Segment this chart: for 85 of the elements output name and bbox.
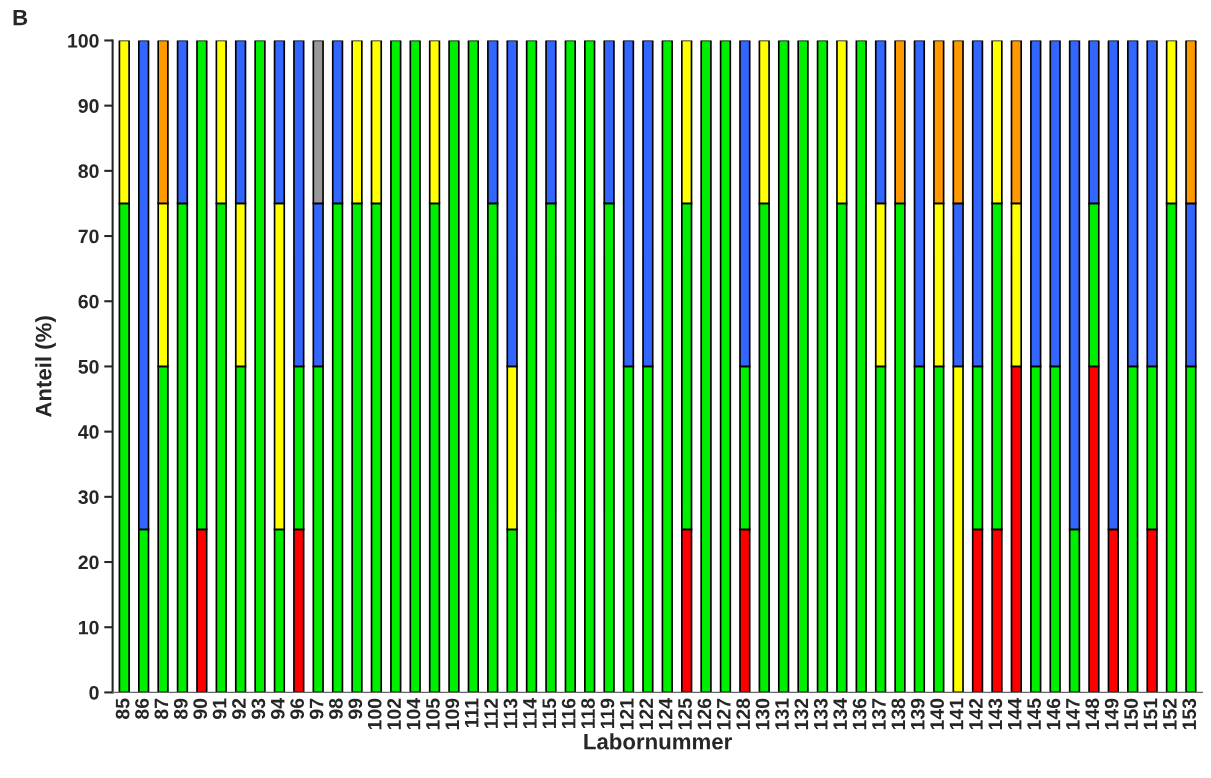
bar [816,40,829,693]
x-tick-label: 138 [891,698,906,730]
x-tick-label: 96 [290,698,305,719]
x-tick-label: 139 [910,698,925,730]
x-tick-label: 150 [1124,698,1138,730]
x-tick-label: 109 [445,698,460,730]
x-tick-label: 144 [1008,698,1022,730]
x-tick-label: 126 [697,698,712,730]
bar [467,40,480,693]
x-tick-label: 130 [755,698,770,730]
x-tick-label: 114 [523,698,537,729]
x-tick-label: 142 [969,698,983,730]
x-tick-label: 118 [581,698,595,729]
x-tick-label: 122 [639,698,653,730]
x-tick-label: 146 [1046,698,1061,730]
x-tick-label: 140 [930,698,944,730]
x-tick-label: 102 [387,698,401,730]
y-tick-label: 0 [89,685,99,700]
x-tick-label: 98 [329,698,343,719]
bar [254,40,266,693]
text: B [13,9,28,26]
x-tick-label: 115 [542,698,557,729]
x-tick-label: 112 [484,698,498,729]
x-tick-label: 132 [794,698,809,730]
x-tick-label: 153 [1182,698,1197,730]
x-tick-label: 111 [464,698,479,728]
x-axis-title: Labornummer [584,733,732,750]
x-tick-label: 99 [348,698,363,719]
x-tick-label: 92 [232,698,246,719]
y-tick-label: 60 [78,294,99,309]
x-tick-label: 152 [1162,698,1177,730]
x-tick-label: 147 [1066,698,1080,730]
x-tick-label: 148 [1085,698,1100,730]
x-tick-label: 93 [251,698,266,719]
x-tick-label: 97 [309,698,324,719]
x-tick-label: 131 [775,698,789,730]
x-tick-label: 116 [561,698,576,729]
x-tick-label: 90 [193,698,208,719]
x-tick-label: 149 [1104,698,1119,730]
x-tick-label: 134 [833,698,848,730]
x-tick-label: 141 [949,698,964,730]
bar [855,40,867,693]
bar [797,40,809,693]
x-tick-label: 94 [270,698,285,719]
bar [448,40,460,693]
bar [719,40,732,693]
y-tick-label: 10 [79,620,99,635]
y-tick-label: 40 [78,425,99,439]
bar [661,40,673,693]
bar [584,40,596,693]
bar [409,40,421,693]
x-tick-label: 86 [135,698,149,719]
x-tick-label: 133 [813,698,828,730]
y-tick-label: 50 [78,359,99,374]
bar [700,40,712,693]
y-tick-label: 80 [78,164,99,179]
x-tick-label: 87 [154,698,169,719]
x-tick-label: 124 [658,698,673,730]
y-tick-label: 30 [78,490,99,505]
x-tick-label: 121 [619,698,634,730]
y-tick-label: 70 [78,229,99,244]
x-tick-label: 91 [212,698,227,719]
x-tick-label: 143 [988,698,1003,730]
bar [564,40,576,693]
x-tick-label: 89 [173,698,188,719]
bar [525,40,538,693]
x-tick-label: 145 [1027,698,1041,730]
bar [390,40,402,693]
x-tick-label: 127 [716,698,731,730]
x-tick-label: 85 [115,698,130,719]
y-tick-label: 100 [68,33,99,48]
y-tick-label: 90 [78,99,99,113]
x-tick-label: 105 [426,698,440,730]
x-tick-label: 128 [736,698,751,730]
x-tick-label: 151 [1143,698,1158,730]
y-axis-title: Anteil (%) [35,316,56,418]
bar [777,40,790,693]
x-tick-label: 125 [678,698,692,730]
x-tick-label: 104 [406,698,421,730]
x-tick-label: 100 [367,698,382,730]
x-tick-label: 136 [852,698,867,730]
x-tick-label: 119 [600,698,615,729]
x-tick-label: 113 [503,698,518,729]
x-tick-label: 137 [872,698,886,730]
y-tick-label: 20 [78,555,99,570]
